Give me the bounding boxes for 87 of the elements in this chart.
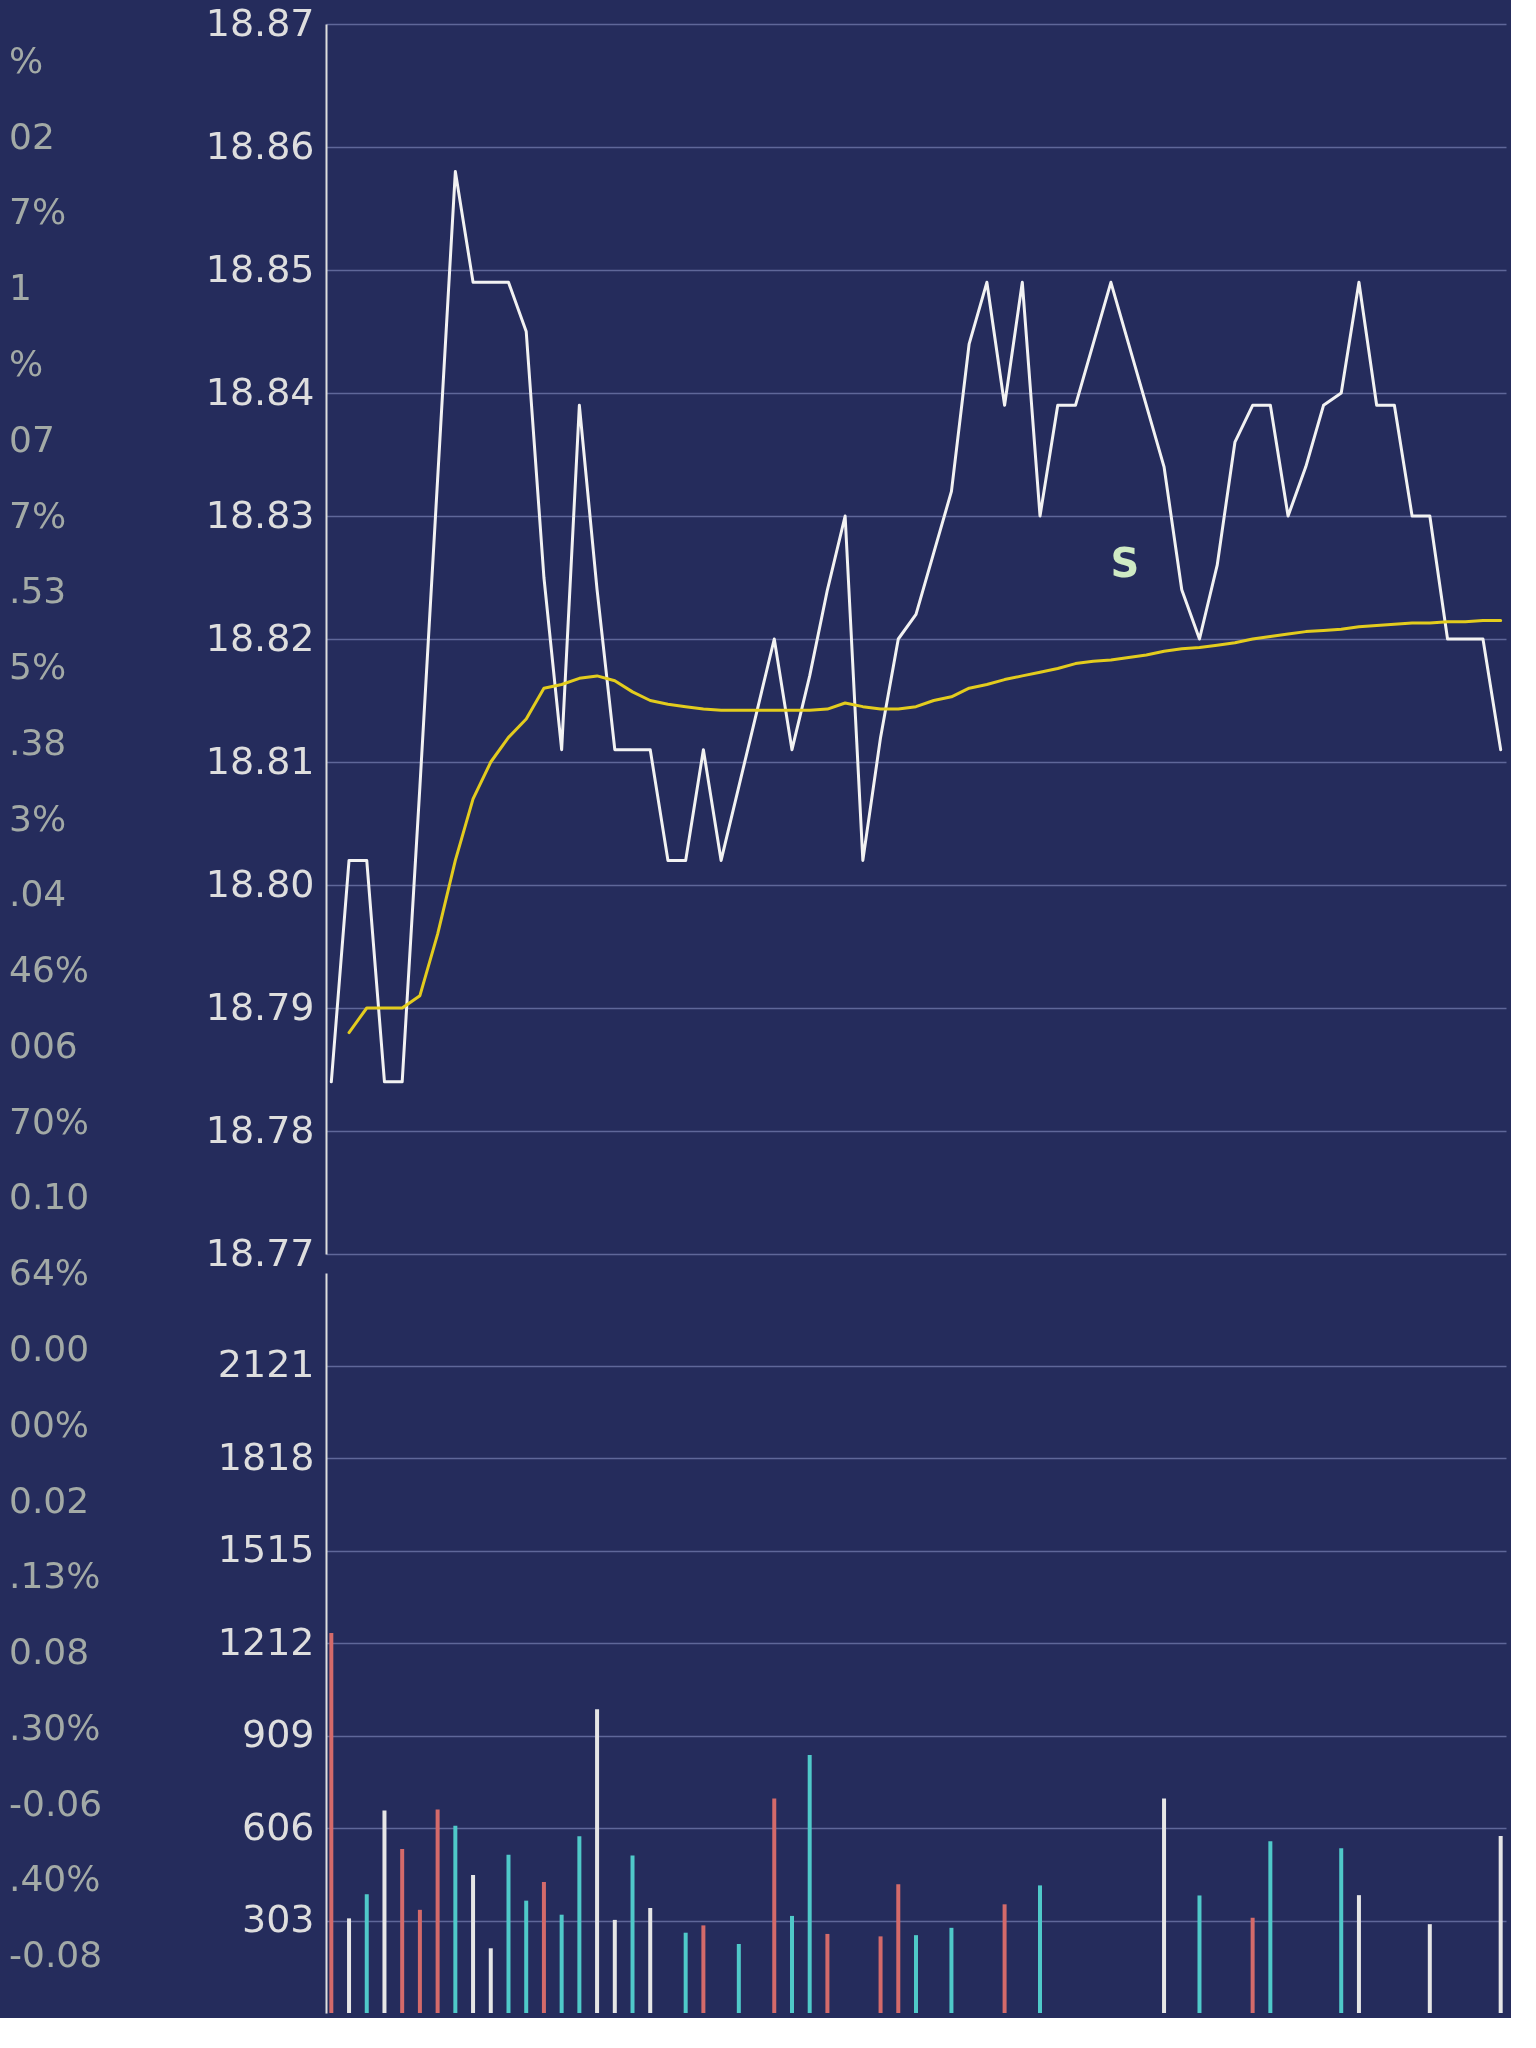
y-tick-label: 909 xyxy=(241,1712,315,1756)
y-tick-label: 18.78 xyxy=(205,1107,315,1152)
bar xyxy=(914,1935,918,2013)
y-tick-label: 2121 xyxy=(217,1342,315,1386)
bar xyxy=(329,1632,334,2013)
bar xyxy=(471,1875,476,2013)
bar xyxy=(612,1919,617,2013)
bar xyxy=(701,1925,706,2013)
text: 46% xyxy=(9,949,90,991)
bar xyxy=(524,1900,529,2013)
text: 02 xyxy=(9,115,55,157)
bar xyxy=(1197,1895,1202,2013)
bar xyxy=(789,1915,794,2013)
bar xyxy=(630,1855,635,2013)
y-tick-label: 1515 xyxy=(217,1527,315,1571)
bar xyxy=(1427,1924,1432,2013)
bar xyxy=(1038,1885,1043,2013)
bar xyxy=(1498,1835,1503,2013)
text: .04 xyxy=(9,873,67,915)
y-tick-label: 18.80 xyxy=(205,861,315,906)
bar xyxy=(648,1907,653,2013)
bar xyxy=(736,1944,741,2013)
y-tick-label: 1212 xyxy=(217,1619,315,1664)
line-series xyxy=(329,170,1503,1084)
text: 5% xyxy=(9,646,67,688)
text: 0.08 xyxy=(9,1631,90,1673)
bar xyxy=(1339,1848,1344,2013)
y-tick-label: 606 xyxy=(241,1804,315,1849)
text: 0.02 xyxy=(9,1479,90,1521)
bar xyxy=(577,1836,582,2013)
y-tick-label: 18.86 xyxy=(205,123,315,168)
text: 3% xyxy=(9,797,67,839)
bar xyxy=(400,1849,405,2013)
text: 0.00 xyxy=(9,1327,90,1369)
bar xyxy=(364,1894,369,2013)
text: % xyxy=(9,39,44,81)
y-tick-label: 18.79 xyxy=(205,984,315,1029)
bar xyxy=(1356,1895,1361,2013)
bar xyxy=(595,1709,600,2013)
y-tick-label: 1818 xyxy=(217,1434,315,1479)
y-tick-label: 18.83 xyxy=(205,492,315,537)
bar xyxy=(559,1914,564,2013)
text: 1 xyxy=(9,267,32,309)
text: -0.06 xyxy=(9,1782,103,1824)
bar xyxy=(807,1755,812,2013)
y-tick-label: 18.84 xyxy=(205,369,315,414)
bar xyxy=(1002,1904,1007,2013)
bar xyxy=(878,1936,883,2013)
bar xyxy=(382,1810,387,2013)
y-tick-label: 18.87 xyxy=(205,0,315,45)
annotation: S xyxy=(1110,540,1140,587)
y-tick-label: 18.85 xyxy=(205,246,315,291)
line-series xyxy=(347,619,1503,1035)
bar xyxy=(1268,1841,1273,2013)
bar xyxy=(896,1884,901,2013)
bar xyxy=(683,1932,688,2013)
text: 70% xyxy=(9,1100,90,1142)
text: 00% xyxy=(9,1403,90,1445)
y-tick-label: 18.81 xyxy=(205,738,315,783)
text: 006 xyxy=(9,1024,78,1066)
bar xyxy=(949,1927,954,2013)
y-tick-label: 18.77 xyxy=(205,1230,315,1275)
text: .53 xyxy=(9,570,67,612)
text: 0.10 xyxy=(9,1176,90,1218)
text: 07 xyxy=(9,418,55,460)
text: % xyxy=(9,342,44,384)
text: .38 xyxy=(9,721,67,763)
bar xyxy=(1250,1917,1255,2013)
bar xyxy=(488,1948,493,2013)
bar xyxy=(772,1798,777,2013)
bar xyxy=(506,1854,511,2013)
bar xyxy=(453,1825,458,2013)
text: .13% xyxy=(9,1555,101,1597)
bar xyxy=(417,1909,422,2013)
bar xyxy=(541,1882,546,2013)
text: 64% xyxy=(9,1252,90,1294)
bar xyxy=(435,1809,440,2013)
text: 7% xyxy=(9,494,67,536)
y-tick-label: 303 xyxy=(241,1897,315,1941)
bar xyxy=(1162,1798,1167,2013)
text: .40% xyxy=(9,1858,101,1900)
y-tick-label: 18.82 xyxy=(205,615,315,660)
text: .30% xyxy=(9,1706,101,1748)
text: 7% xyxy=(9,191,67,233)
bar xyxy=(825,1933,830,2013)
bar xyxy=(347,1918,352,2013)
text: -0.08 xyxy=(9,1934,103,1976)
